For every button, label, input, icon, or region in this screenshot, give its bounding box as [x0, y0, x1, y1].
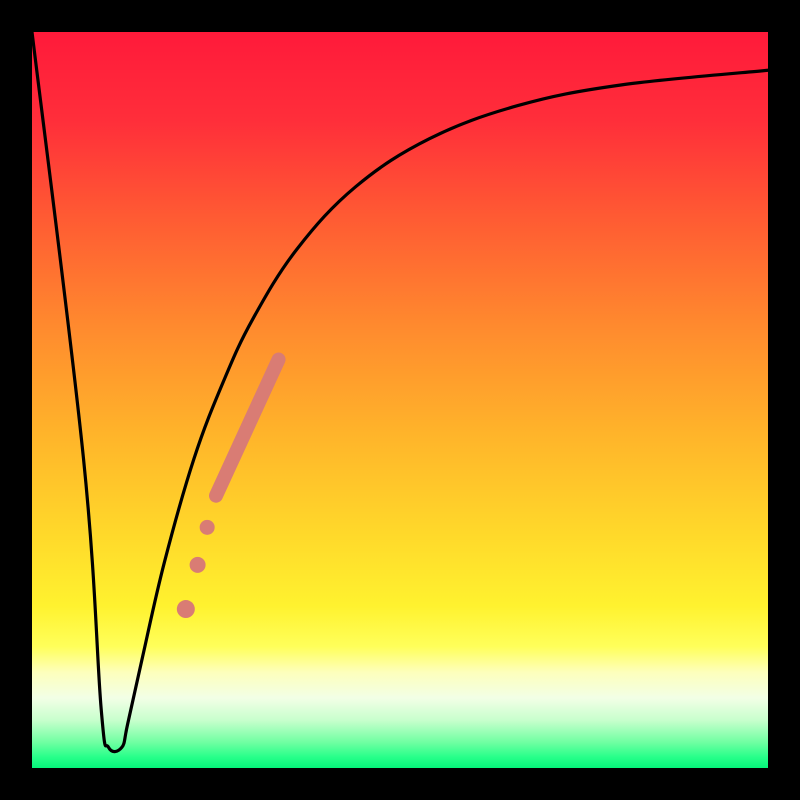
highlight-dot — [177, 600, 195, 618]
chart-container: TheBottleneck.com — [0, 0, 800, 800]
highlight-dot — [200, 520, 215, 535]
highlight-dot — [190, 557, 206, 573]
bottleneck-chart — [0, 0, 800, 800]
